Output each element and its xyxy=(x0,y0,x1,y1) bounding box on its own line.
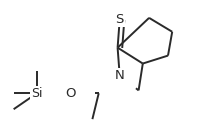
Text: N: N xyxy=(115,69,125,82)
Text: O: O xyxy=(65,87,76,100)
Text: Si: Si xyxy=(31,87,42,100)
Text: S: S xyxy=(116,13,124,26)
